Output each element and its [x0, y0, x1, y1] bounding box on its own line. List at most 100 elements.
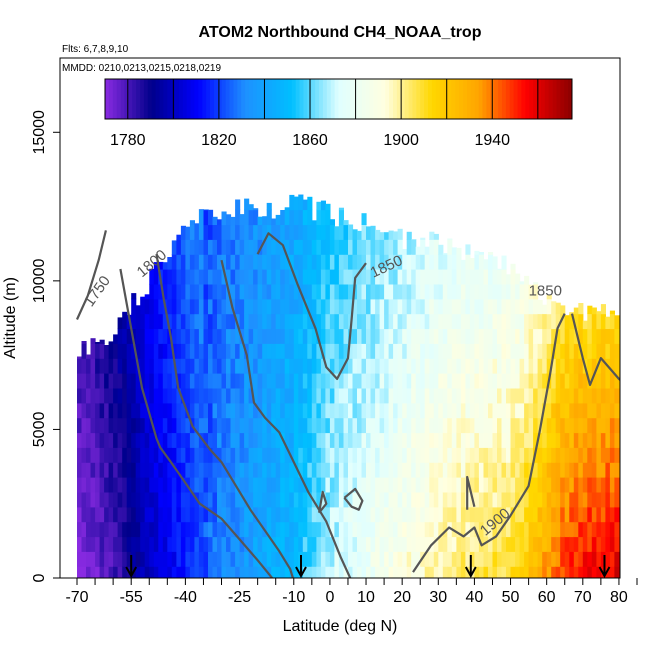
heatmap-cell	[180, 462, 186, 478]
heatmap-cell	[320, 283, 326, 300]
heatmap-cell	[406, 462, 412, 478]
heatmap-cell	[573, 373, 579, 389]
heatmap-cell	[117, 328, 123, 344]
heatmap-cell	[167, 298, 173, 315]
heatmap-cell	[519, 566, 525, 578]
heatmap-cell	[316, 201, 322, 211]
heatmap-cell	[203, 283, 209, 300]
heatmap-cell	[230, 551, 236, 567]
heatmap-cell	[244, 313, 250, 330]
heatmap-cell	[352, 477, 358, 493]
heatmap-cell	[266, 239, 272, 255]
heatmap-cell	[524, 551, 530, 567]
heatmap-cell	[582, 320, 588, 330]
heatmap-cell	[99, 551, 105, 567]
heatmap-cell	[316, 462, 322, 478]
heatmap-cell	[275, 477, 281, 493]
heatmap-cell	[126, 343, 132, 359]
heatmap-cell	[298, 239, 304, 255]
heatmap-cell	[338, 536, 344, 552]
heatmap-cell	[501, 551, 507, 567]
colorbar-swatch	[564, 79, 569, 119]
heatmap-cell	[555, 506, 561, 523]
heatmap-cell	[397, 343, 403, 359]
heatmap-cell	[108, 462, 114, 478]
heatmap-cell	[329, 373, 335, 389]
heatmap-cell	[415, 417, 421, 434]
heatmap-cell	[298, 358, 304, 374]
heatmap-cell	[329, 432, 335, 448]
heatmap-cell	[438, 417, 444, 434]
heatmap-cell	[302, 506, 308, 523]
heatmap-cell	[573, 536, 579, 552]
heatmap-cell	[131, 506, 137, 523]
heatmap-cell	[415, 358, 421, 374]
heatmap-cell	[478, 269, 484, 285]
heatmap-cell	[244, 506, 250, 523]
heatmap-cell	[542, 358, 548, 374]
heatmap-cell	[393, 313, 399, 330]
heatmap-cell	[171, 254, 177, 270]
heatmap-cell	[474, 402, 480, 419]
heatmap-cell	[474, 432, 480, 448]
heatmap-cell	[171, 477, 177, 493]
heatmap-cell	[460, 328, 466, 344]
heatmap-cell	[447, 432, 453, 448]
heatmap-cell	[284, 566, 290, 578]
heatmap-cell	[122, 536, 128, 552]
heatmap-cell	[90, 536, 96, 552]
colorbar-swatch	[466, 79, 472, 119]
colorbar-swatch	[533, 79, 538, 119]
heatmap-cell	[600, 462, 606, 478]
heatmap-cell	[384, 566, 390, 578]
heatmap-cell	[194, 536, 200, 552]
heatmap-cell	[384, 283, 390, 300]
heatmap-cell	[122, 343, 128, 359]
heatmap-cell	[122, 387, 128, 404]
heatmap-cell	[293, 447, 299, 463]
heatmap-cell	[221, 462, 227, 478]
heatmap-cell	[208, 477, 214, 493]
heatmap-cell	[460, 417, 466, 434]
heatmap-cell	[442, 269, 448, 285]
heatmap-cell	[465, 254, 471, 270]
heatmap-cell	[497, 343, 503, 359]
heatmap-cell	[176, 491, 182, 508]
heatmap-cell	[275, 536, 281, 552]
heatmap-cell	[244, 491, 250, 508]
heatmap-cell	[474, 447, 480, 463]
heatmap-cell	[235, 566, 241, 578]
heatmap-cell	[140, 521, 146, 538]
heatmap-cell	[275, 462, 281, 478]
heatmap-cell	[357, 373, 363, 389]
heatmap-cell	[542, 328, 548, 344]
heatmap-cell	[488, 252, 494, 255]
heatmap-cell	[289, 477, 295, 493]
heatmap-cell	[497, 462, 503, 478]
heatmap-cell	[271, 269, 277, 285]
heatmap-cell	[239, 254, 245, 270]
heatmap-cell	[158, 328, 164, 344]
heatmap-cell	[582, 491, 588, 508]
heatmap-cell	[415, 462, 421, 478]
heatmap-cell	[366, 447, 372, 463]
heatmap-cell	[162, 477, 168, 493]
heatmap-cell	[506, 536, 512, 552]
heatmap-cell	[334, 536, 340, 552]
heatmap-cell	[397, 239, 403, 255]
heatmap-cell	[284, 491, 290, 508]
heatmap-cell	[235, 283, 241, 300]
heatmap-cell	[244, 566, 250, 578]
heatmap-cell	[221, 566, 227, 578]
heatmap-cell	[99, 358, 105, 374]
heatmap-cell	[293, 417, 299, 434]
heatmap-cell	[388, 462, 394, 478]
heatmap-cell	[176, 234, 182, 240]
heatmap-cell	[488, 506, 494, 523]
heatmap-cell	[361, 387, 367, 404]
heatmap-cell	[609, 373, 615, 389]
heatmap-cell	[465, 283, 471, 300]
heatmap-cell	[528, 373, 534, 389]
heatmap-cell	[474, 343, 480, 359]
heatmap-cell	[221, 328, 227, 344]
